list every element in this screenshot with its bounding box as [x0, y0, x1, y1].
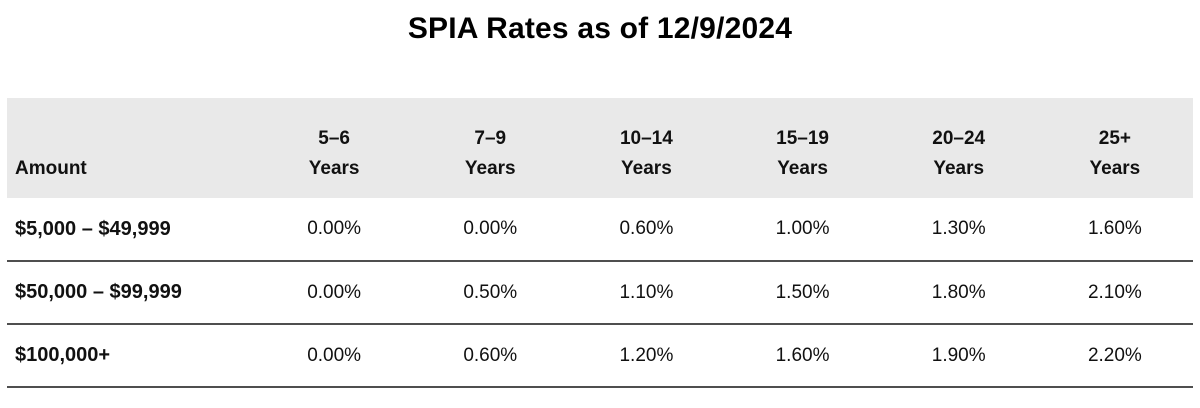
- rate-cell: 0.00%: [256, 198, 413, 262]
- column-header-10-14-years: 10–14 Years: [568, 98, 725, 198]
- rate-cell: 1.20%: [568, 324, 725, 388]
- column-header-range: 20–24: [932, 128, 986, 149]
- column-header-unit: Years: [621, 158, 672, 179]
- column-header-range: 10–14: [619, 128, 673, 149]
- table-header: Amount 5–6 Years 7–9 Years 10–14 Years 1…: [7, 98, 1193, 198]
- header-row: Amount 5–6 Years 7–9 Years 10–14 Years 1…: [7, 98, 1193, 198]
- column-header-unit: Years: [777, 158, 828, 179]
- column-header-unit: Years: [464, 158, 516, 179]
- column-header-5-6-years: 5–6 Years: [256, 98, 413, 198]
- amount-cell: $5,000 – $49,999: [7, 198, 257, 262]
- column-header-20-24-years: 20–24 Years: [880, 98, 1037, 198]
- rate-cell: 0.00%: [412, 198, 569, 262]
- column-header-15-19-years: 15–19 Years: [724, 98, 881, 198]
- amount-cell: $50,000 – $99,999: [7, 261, 257, 325]
- rate-cell: 2.20%: [1036, 324, 1193, 388]
- page-title: SPIA Rates as of 12/9/2024: [407, 12, 793, 45]
- rate-cell: 0.50%: [412, 261, 569, 325]
- rate-cell: 1.30%: [880, 198, 1037, 262]
- rate-cell: 0.60%: [568, 198, 725, 262]
- column-header-25-plus-years: 25+ Years: [1036, 98, 1193, 198]
- rate-cell: 1.10%: [568, 261, 725, 325]
- rate-cell: 0.00%: [256, 261, 413, 325]
- table-row: $5,000 – $49,999 0.00% 0.00% 0.60% 1.00%…: [7, 198, 1193, 262]
- rate-cell: 1.60%: [724, 324, 881, 388]
- column-header-range: 7–9: [474, 128, 507, 149]
- column-header-unit: Years: [933, 158, 985, 179]
- table-body: $5,000 – $49,999 0.00% 0.00% 0.60% 1.00%…: [7, 198, 1193, 388]
- table-row: $100,000+ 0.00% 0.60% 1.20% 1.60% 1.90% …: [7, 324, 1193, 388]
- amount-column-header: Amount: [7, 98, 257, 198]
- column-header-unit: Years: [308, 158, 360, 179]
- amount-cell: $100,000+: [7, 324, 257, 388]
- column-header-unit: Years: [1089, 158, 1141, 179]
- column-header-range: 15–19: [776, 128, 829, 149]
- spia-rates-table: Amount 5–6 Years 7–9 Years 10–14 Years 1…: [7, 98, 1193, 388]
- column-header-range: 5–6: [318, 128, 350, 149]
- rate-cell: 1.60%: [1036, 198, 1193, 262]
- rate-cell: 1.80%: [880, 261, 1037, 325]
- rate-cell: 2.10%: [1036, 261, 1193, 325]
- rate-cell: 0.60%: [412, 324, 569, 388]
- rate-cell: 1.50%: [724, 261, 881, 325]
- rate-cell: 0.00%: [256, 324, 413, 388]
- column-header-7-9-years: 7–9 Years: [412, 98, 569, 198]
- rate-cell: 1.90%: [880, 324, 1037, 388]
- column-header-range: 25+: [1098, 128, 1131, 149]
- table-row: $50,000 – $99,999 0.00% 0.50% 1.10% 1.50…: [7, 261, 1193, 325]
- rate-cell: 1.00%: [724, 198, 881, 262]
